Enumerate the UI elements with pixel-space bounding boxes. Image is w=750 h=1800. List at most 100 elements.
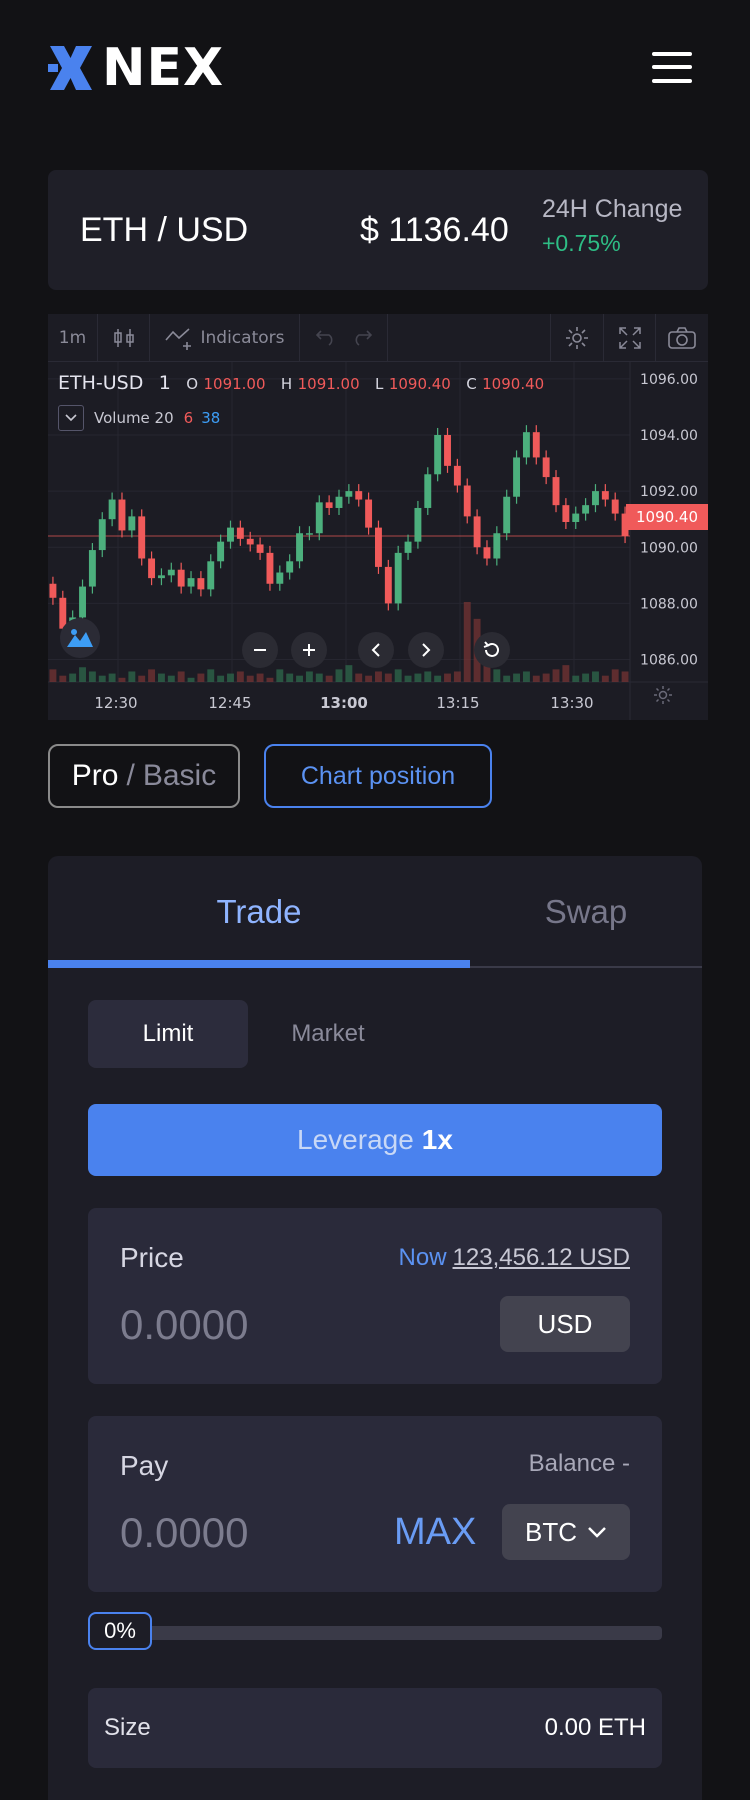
volume-bar [503, 675, 511, 682]
x-tick-label: 13:00 [320, 694, 368, 712]
volume-bar [621, 671, 629, 682]
tab-trade[interactable]: Trade [216, 893, 302, 930]
volume-bar [375, 671, 382, 682]
volume-bar [453, 671, 461, 682]
now-label: Now [398, 1244, 447, 1271]
volume-bar [266, 677, 274, 682]
amount-slider-track[interactable] [88, 1626, 662, 1640]
ohlc-legend: ETH-USD 1 O 1091.00 H 1091.00 L 1090.40 … [58, 372, 544, 394]
hamburger-icon[interactable] [652, 52, 692, 84]
volume-bar [246, 675, 254, 682]
tab-swap[interactable]: Swap [544, 893, 628, 930]
chart-position-button[interactable]: Chart position [264, 744, 492, 808]
pro-basic-toggle[interactable]: Pro / Basic [48, 744, 240, 808]
candle-body [138, 516, 146, 559]
scroll-left-icon[interactable] [358, 632, 394, 668]
settings-gear-icon[interactable] [550, 314, 604, 362]
pay-amount-input[interactable] [120, 1506, 380, 1560]
nex-logo-mark-icon [48, 46, 92, 90]
nex-logo[interactable]: NEX [48, 38, 225, 98]
volume-bar [355, 673, 363, 682]
pro-option[interactable]: Pro [71, 759, 119, 792]
x-tick-label: 13:15 [436, 694, 479, 712]
reset-chart-icon[interactable] [474, 632, 510, 668]
low-value: 1090.40 [388, 375, 451, 393]
leverage-value: 1x [421, 1124, 453, 1155]
leverage-button[interactable]: Leverage 1x [88, 1104, 662, 1176]
candle-body [453, 465, 461, 486]
undo-redo-group [300, 314, 388, 362]
zoom-out-icon[interactable] [242, 632, 278, 668]
order-type-limit[interactable]: Limit [88, 1000, 248, 1068]
candle-body [128, 516, 136, 531]
size-label: Size [104, 1714, 151, 1741]
volume-bar [463, 602, 471, 682]
interval-button[interactable]: 1m [48, 314, 98, 362]
candle-body [286, 561, 294, 573]
now-price-value[interactable]: 123,456.12 USD [452, 1244, 630, 1271]
volume-bar [167, 675, 175, 682]
basic-option[interactable]: Basic [142, 759, 217, 792]
pair-label: ETH / USD [80, 211, 249, 249]
price-input[interactable] [120, 1298, 380, 1352]
candle-body [98, 519, 106, 551]
fullscreen-icon[interactable] [604, 314, 656, 362]
close-label: C [466, 375, 477, 393]
volume-bar [335, 669, 343, 682]
amount-slider-thumb[interactable]: 0% [88, 1612, 152, 1650]
order-type-market[interactable]: Market [291, 1020, 365, 1047]
token-select[interactable]: BTC [502, 1504, 630, 1560]
low-label: L [375, 375, 384, 393]
candle-body [335, 496, 343, 508]
change-value: +0.75% [542, 230, 621, 256]
candle-body [532, 432, 540, 458]
pay-label: Pay [120, 1450, 169, 1481]
high-value: 1091.00 [297, 375, 360, 393]
price-chart[interactable]: 1m Indicators 1096.00 1094.00 1092.00 1090.… [48, 314, 708, 720]
candle-body [148, 558, 156, 579]
candle-type-icon[interactable] [98, 314, 150, 362]
scroll-right-icon[interactable] [408, 632, 444, 668]
candle-body [108, 499, 116, 520]
y-tick-label: 1092.00 [640, 484, 698, 500]
y-tick-label: 1088.00 [640, 596, 698, 612]
x-tick-label: 12:45 [208, 694, 251, 712]
volume-bar [128, 671, 136, 682]
axis-settings-gear-icon[interactable] [648, 680, 678, 710]
indicators-button[interactable]: Indicators [150, 314, 300, 362]
candle-body [394, 552, 402, 604]
active-tab-indicator [48, 960, 470, 968]
volume-bar [513, 673, 521, 682]
candle-body [562, 505, 570, 522]
indicators-icon [164, 328, 191, 350]
zoom-in-icon[interactable] [291, 632, 327, 668]
chevron-down-icon [588, 1527, 606, 1538]
volume-bar [108, 673, 116, 682]
size-row: Size 0.00 ETH [88, 1688, 662, 1768]
candle-body [296, 533, 303, 562]
camera-icon[interactable] [656, 314, 708, 362]
volume-bar [138, 675, 146, 682]
max-button[interactable]: MAX [394, 1511, 477, 1553]
price-unit-button[interactable]: USD [500, 1296, 630, 1352]
redo-icon[interactable] [351, 329, 373, 347]
candle-body [118, 499, 126, 531]
open-value: 1091.00 [203, 375, 266, 393]
candle-body [246, 538, 254, 545]
brand-name: NEX [102, 38, 225, 98]
collapse-chevron-icon[interactable] [58, 405, 84, 431]
candle-body [493, 533, 501, 559]
undo-icon[interactable] [315, 329, 337, 347]
close-value: 1090.40 [482, 375, 545, 393]
candle-body [483, 547, 491, 559]
candle-body [236, 527, 244, 539]
chart-brand-icon[interactable] [60, 618, 100, 658]
volume-bar [611, 669, 619, 682]
candle-body [542, 457, 550, 478]
candle-body [414, 507, 422, 542]
volume-bar [217, 675, 225, 682]
x-tick-label: 12:30 [94, 694, 137, 712]
volume-bar [345, 665, 353, 682]
price-label: Price [120, 1242, 184, 1273]
